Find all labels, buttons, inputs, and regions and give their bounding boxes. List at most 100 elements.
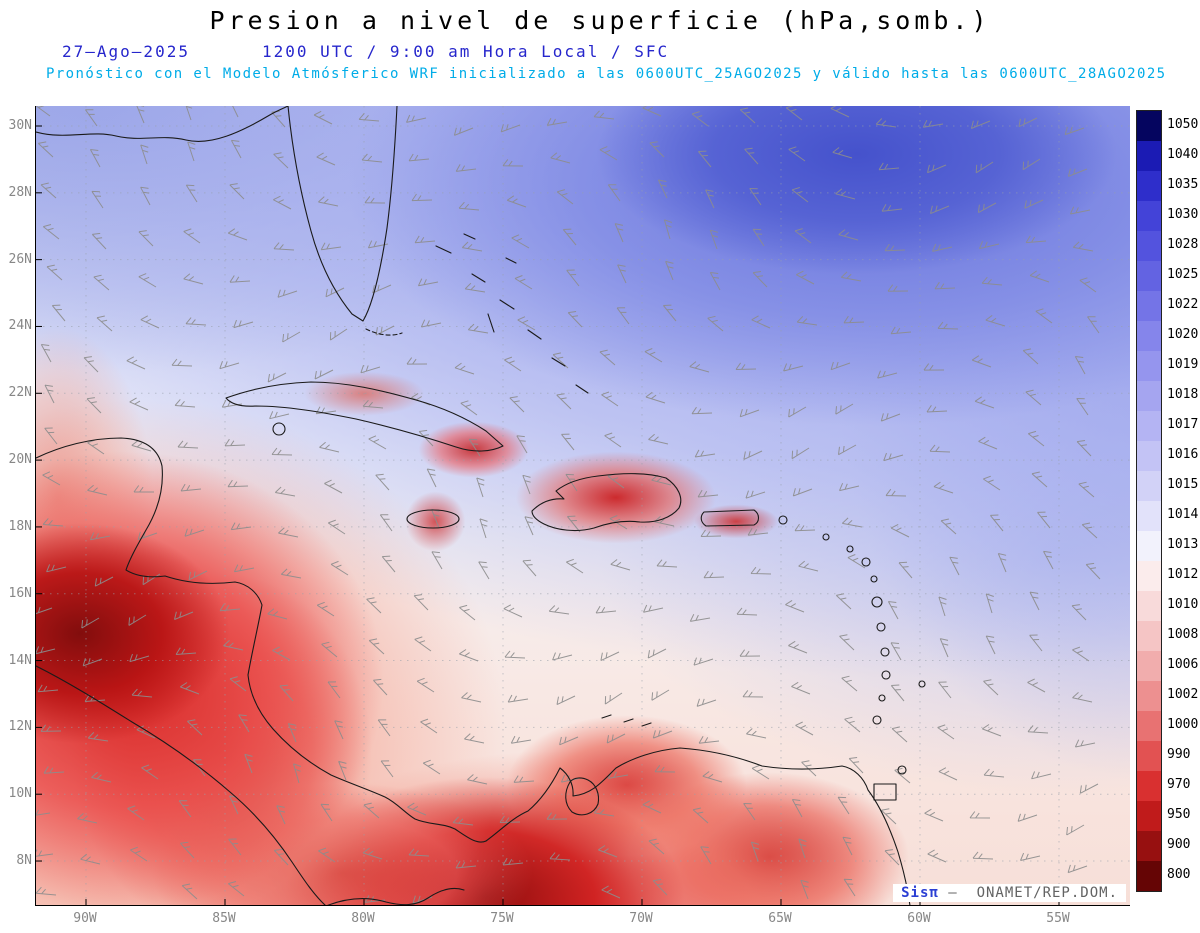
colorbar-cell <box>1137 621 1161 651</box>
south-america-coastline <box>485 747 911 905</box>
map-header: Presion a nivel de superficie (hPa,somb.… <box>0 6 1200 82</box>
central-america-coastline <box>36 437 487 843</box>
colorbar-label: 1018 <box>1164 380 1200 410</box>
gridlines <box>36 106 1130 905</box>
colorbar-label: 1008 <box>1164 620 1200 650</box>
colorbar-cell <box>1137 381 1161 411</box>
colorbar-label: 1013 <box>1164 530 1200 560</box>
colorbar-label: 1010 <box>1164 590 1200 620</box>
colorbar-cell <box>1137 561 1161 591</box>
lon-label: 55W <box>1046 911 1070 926</box>
colorbar-cell <box>1137 741 1161 771</box>
lon-label: 75W <box>490 911 514 926</box>
lat-label: 26N <box>8 251 32 267</box>
colorbar-label: 1014 <box>1164 500 1200 530</box>
puerto-rico <box>700 509 760 527</box>
abc-islands <box>601 714 652 727</box>
lat-label: 12N <box>8 719 32 735</box>
colorbar-colors <box>1136 110 1162 892</box>
colorbar-cell <box>1137 531 1161 561</box>
colorbar-label: 950 <box>1164 800 1200 830</box>
colorbar-cell <box>1137 471 1161 501</box>
colorbar-cell <box>1137 861 1161 891</box>
colorbar-cell <box>1137 321 1161 351</box>
colorbar-label: 1022 <box>1164 290 1200 320</box>
colorbar-label: 1015 <box>1164 470 1200 500</box>
colorbar-cell <box>1137 651 1161 681</box>
florida-keys <box>365 328 403 336</box>
colorbar-cell <box>1137 771 1161 801</box>
cuba-coastline <box>225 381 504 452</box>
lat-label: 18N <box>8 518 32 534</box>
credit-text: — ONAMET/REP.DOM. <box>948 885 1118 901</box>
coastlines <box>36 106 926 905</box>
colorbar-label: 1000 <box>1164 710 1200 740</box>
colorbar-label: 1035 <box>1164 170 1200 200</box>
lat-label: 20N <box>8 452 32 468</box>
lon-label: 90W <box>73 911 97 926</box>
colorbar-cell <box>1137 501 1161 531</box>
colorbar-label: 900 <box>1164 830 1200 860</box>
colorbar-cell <box>1137 591 1161 621</box>
lat-label: 8N <box>16 853 32 869</box>
colorbar-cell <box>1137 831 1161 861</box>
isla-juventud <box>272 422 286 436</box>
forecast-line: Pronóstico con el Modelo Atmósferico WRF… <box>46 66 1167 82</box>
colorbar-cell <box>1137 111 1161 141</box>
colorbar-cell <box>1137 171 1161 201</box>
lon-label: 70W <box>629 911 653 926</box>
colorbar-cell <box>1137 201 1161 231</box>
colorbar-label: 800 <box>1164 860 1200 890</box>
lat-label: 16N <box>8 585 32 601</box>
colorbar-cell <box>1137 141 1161 171</box>
colorbar-labels: 1050 1040 1035 1030 1028 1025 1022 1020 1019 1018… <box>1164 110 1200 892</box>
colorbar-label: 1030 <box>1164 200 1200 230</box>
map-canvas: Sisπ — ONAMET/REP.DOM. <box>35 106 1130 906</box>
colorbar-label: 1020 <box>1164 320 1200 350</box>
axis-ticks <box>36 125 1060 905</box>
colorbar: 1050 1040 1035 1030 1028 1025 1022 1020 1019 1018… <box>1136 110 1200 892</box>
colorbar-label: 1028 <box>1164 230 1200 260</box>
lat-label: 24N <box>8 318 32 334</box>
valid-date: 27–Ago–2025 <box>62 42 190 61</box>
colorbar-label: 1019 <box>1164 350 1200 380</box>
lat-label: 22N <box>8 385 32 401</box>
lat-label: 28N <box>8 184 32 200</box>
valid-time: 1200 UTC / 9:00 am Hora Local / SFC <box>261 42 670 61</box>
jamaica <box>406 509 460 529</box>
colorbar-label: 1002 <box>1164 680 1200 710</box>
sispi-logo: Sisπ <box>901 885 939 901</box>
colorbar-cell <box>1137 801 1161 831</box>
us-gulf-coast <box>36 106 289 142</box>
colorbar-cell <box>1137 411 1161 441</box>
map-area: 30N 28N 26N 24N 22N 20N 18N 16N 14N 12N 10N 8N <box>0 106 1200 933</box>
trinidad <box>873 783 897 801</box>
colorbar-cell <box>1137 351 1161 381</box>
lon-label: 85W <box>212 911 236 926</box>
colorbar-label: 1040 <box>1164 140 1200 170</box>
lat-label: 30N <box>8 118 32 133</box>
lon-label: 65W <box>768 911 792 926</box>
lake-maracaibo <box>565 777 600 816</box>
map-overlay <box>36 106 1130 905</box>
pacific-coast <box>36 665 326 905</box>
lesser-antilles <box>778 515 926 725</box>
colorbar-cell <box>1137 711 1161 741</box>
colorbar-label: 1006 <box>1164 650 1200 680</box>
florida-coastline <box>287 106 398 322</box>
panama-pacific-coast <box>327 887 465 905</box>
page-title: Presion a nivel de superficie (hPa,somb.… <box>209 6 991 35</box>
colorbar-label: 1025 <box>1164 260 1200 290</box>
datetime-line: 27–Ago–2025 1200 UTC / 9:00 am Hora Loca… <box>62 42 1200 61</box>
colorbar-cell <box>1137 291 1161 321</box>
colorbar-cell <box>1137 261 1161 291</box>
colorbar-label: 990 <box>1164 740 1200 770</box>
colorbar-label: 1017 <box>1164 410 1200 440</box>
colorbar-label: 1016 <box>1164 440 1200 470</box>
colorbar-cell <box>1137 441 1161 471</box>
tobago <box>897 765 907 775</box>
lat-label: 14N <box>8 652 32 668</box>
lon-label: 60W <box>907 911 931 926</box>
lat-label: 10N <box>8 786 32 802</box>
colorbar-cell <box>1137 231 1161 261</box>
